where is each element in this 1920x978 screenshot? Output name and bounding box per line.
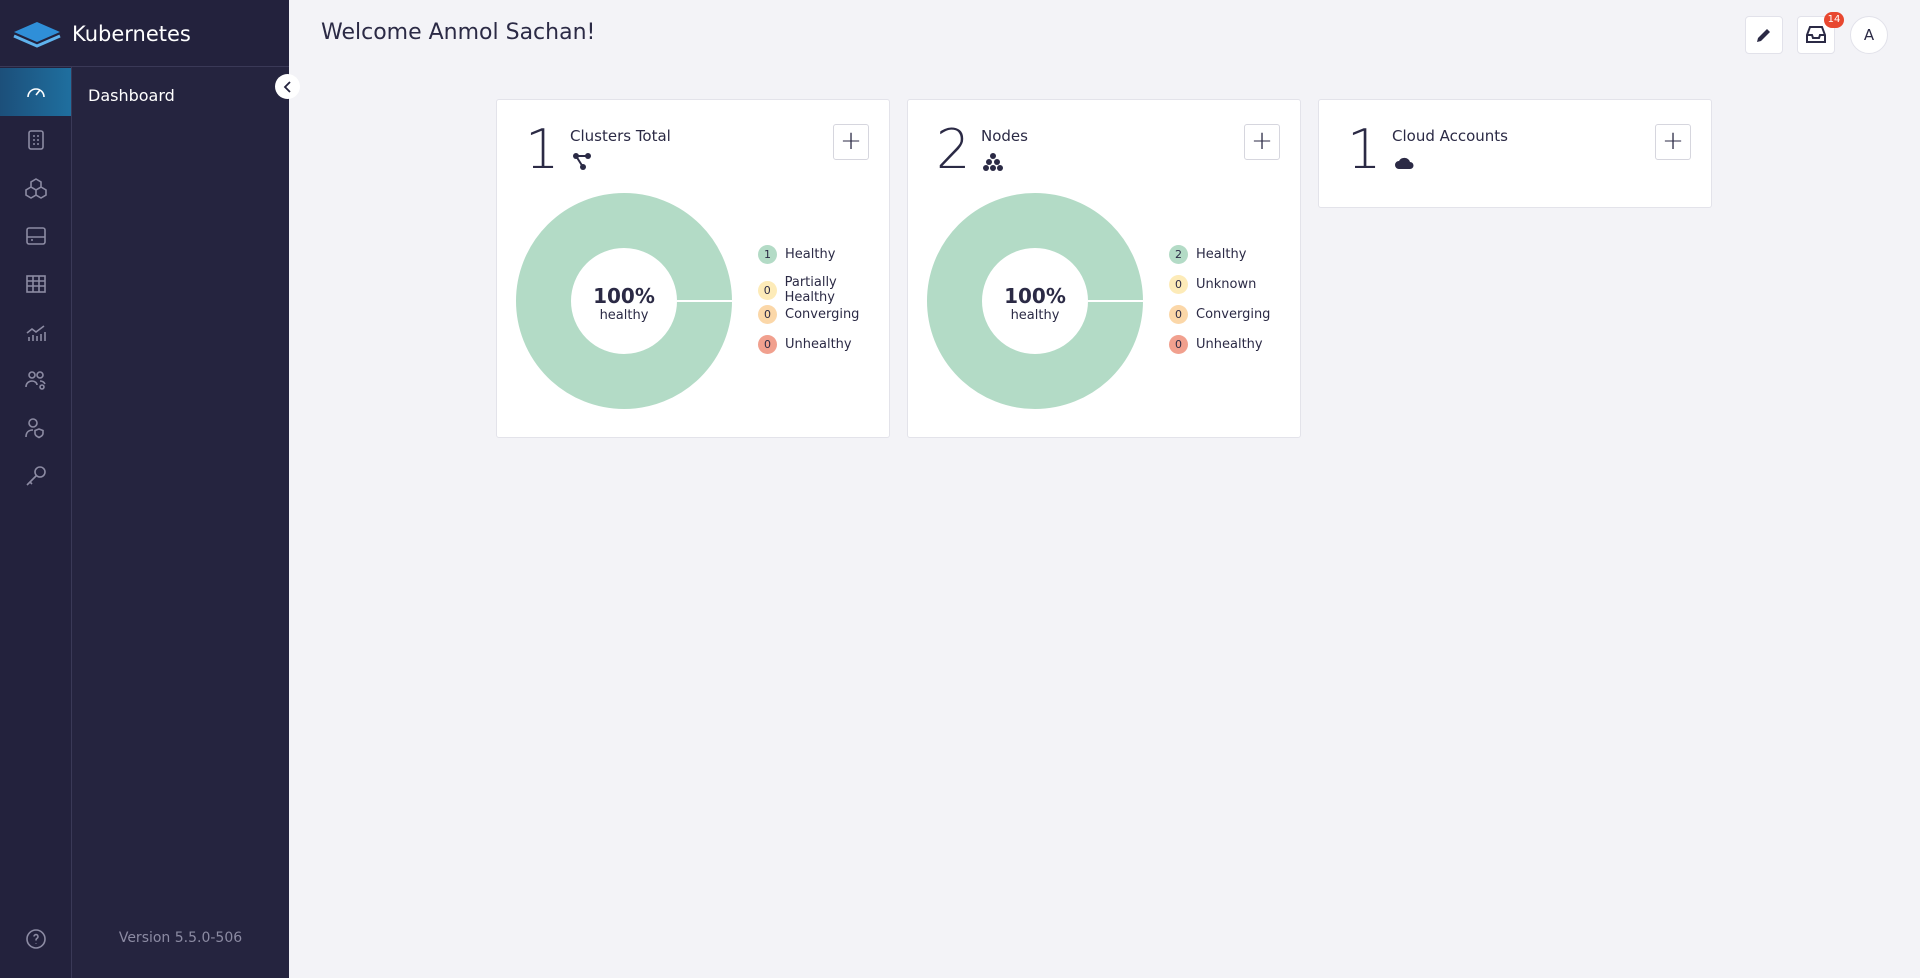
brand: Kubernetes bbox=[72, 22, 191, 46]
donut-chart bbox=[516, 193, 732, 409]
legend-label: Unknown bbox=[1196, 277, 1257, 292]
stat-label: Cloud Accounts bbox=[1392, 127, 1508, 145]
legend-label: Converging bbox=[785, 307, 860, 322]
nav-keys[interactable] bbox=[0, 452, 71, 500]
stat-icon bbox=[983, 153, 1003, 171]
notification-badge: 14 bbox=[1824, 12, 1844, 28]
legend-count: 0 bbox=[758, 335, 777, 354]
stat-count: 1 bbox=[1347, 118, 1382, 181]
legend-item: 0 Converging bbox=[758, 305, 859, 324]
welcome-title: Welcome Anmol Sachan! bbox=[321, 20, 596, 45]
add-button[interactable]: + bbox=[1244, 124, 1280, 160]
legend-count: 0 bbox=[758, 305, 777, 324]
donut-caption: healthy bbox=[599, 308, 649, 323]
stat-label: Clusters Total bbox=[570, 127, 671, 145]
legend-count: 0 bbox=[1169, 275, 1188, 294]
stat-card: 1 Clusters Total +100% healthy 1 Healthy 0 Part… bbox=[496, 99, 890, 438]
nav-rbac[interactable] bbox=[0, 404, 71, 452]
legend-item: 0 Unhealthy bbox=[758, 335, 852, 354]
legend-label: Converging bbox=[1196, 307, 1271, 322]
nav-dashboard[interactable] bbox=[0, 68, 71, 116]
donut-caption: healthy bbox=[1010, 308, 1060, 323]
avatar[interactable]: A bbox=[1850, 16, 1888, 54]
legend-label: Partially Healthy bbox=[784, 275, 837, 305]
icon-rail bbox=[0, 0, 72, 978]
nav-users[interactable] bbox=[0, 356, 71, 404]
legend-count: 2 bbox=[1169, 245, 1188, 264]
add-button[interactable]: + bbox=[833, 124, 869, 160]
legend-item: 0 Unknown bbox=[1169, 275, 1256, 294]
legend-count: 0 bbox=[758, 280, 777, 300]
stat-count: 1 bbox=[525, 118, 560, 181]
legend-label: Unhealthy bbox=[1196, 337, 1263, 352]
stat-count: 2 bbox=[936, 118, 971, 181]
stat-card: 2 Nodes +100% healthy 2 Healthy 0 Unknown 0 Conve… bbox=[907, 99, 1301, 438]
legend-label: Healthy bbox=[1196, 247, 1247, 262]
donut-percent: 100% bbox=[1004, 284, 1066, 308]
nav-clusters[interactable] bbox=[0, 116, 71, 164]
donut-chart bbox=[927, 193, 1143, 409]
legend-count: 0 bbox=[1169, 335, 1188, 354]
brand-bar: Kubernetes bbox=[0, 0, 289, 67]
legend-count: 0 bbox=[1169, 305, 1188, 324]
stat-icon bbox=[1395, 157, 1414, 169]
nav-tables[interactable] bbox=[0, 260, 71, 308]
stat-card: 1 Cloud Accounts + bbox=[1318, 99, 1712, 208]
logo bbox=[13, 22, 61, 48]
nav-monitoring[interactable] bbox=[0, 308, 71, 356]
stat-label: Nodes bbox=[981, 127, 1028, 145]
nav-storage[interactable] bbox=[0, 212, 71, 260]
version: Version 5.5.0-506 bbox=[118, 930, 243, 946]
side-menu bbox=[72, 0, 289, 978]
edit-button[interactable] bbox=[1745, 16, 1783, 54]
legend-item: 0 Converging bbox=[1169, 305, 1270, 324]
menu-item[interactable]: Dashboard bbox=[88, 86, 175, 105]
legend-label: Unhealthy bbox=[785, 337, 852, 352]
collapse-button[interactable] bbox=[275, 74, 300, 99]
legend-count: 1 bbox=[758, 245, 777, 264]
nav-apps[interactable] bbox=[0, 164, 71, 212]
legend-label: Healthy bbox=[785, 247, 836, 262]
legend-item: 1 Healthy bbox=[758, 245, 835, 264]
legend-item: 0 Unhealthy bbox=[1169, 335, 1263, 354]
nav-help[interactable] bbox=[0, 915, 71, 963]
add-button[interactable]: + bbox=[1655, 124, 1691, 160]
stat-icon bbox=[573, 153, 591, 170]
donut-percent: 100% bbox=[593, 284, 655, 308]
legend-item: 2 Healthy bbox=[1169, 245, 1246, 264]
legend-item: 0 Partially Healthy bbox=[758, 275, 889, 305]
